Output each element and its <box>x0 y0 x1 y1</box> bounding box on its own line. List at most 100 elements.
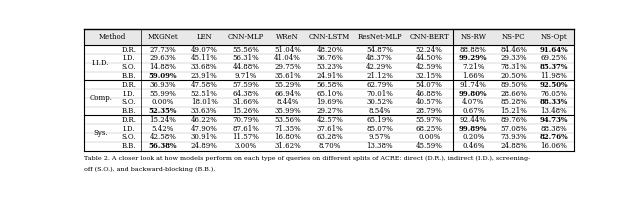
Text: 5.42%: 5.42% <box>152 125 174 133</box>
Text: 7.21%: 7.21% <box>462 63 484 71</box>
Text: 16.06%: 16.06% <box>540 142 567 150</box>
Text: 47.90%: 47.90% <box>191 125 218 133</box>
Text: 55.29%: 55.29% <box>274 81 301 89</box>
Text: 73.93%: 73.93% <box>500 133 527 141</box>
Text: 55.56%: 55.56% <box>232 46 259 54</box>
Text: 29.75%: 29.75% <box>274 63 301 71</box>
Text: 46.22%: 46.22% <box>191 116 218 124</box>
Text: 53.56%: 53.56% <box>275 116 301 124</box>
Text: 44.88%: 44.88% <box>232 63 259 71</box>
Bar <box>84 29 573 45</box>
Text: 3.00%: 3.00% <box>235 142 257 150</box>
Text: 54.07%: 54.07% <box>416 81 443 89</box>
Text: 47.58%: 47.58% <box>191 81 218 89</box>
Text: 29.27%: 29.27% <box>316 107 343 115</box>
Text: 65.10%: 65.10% <box>316 90 343 98</box>
Text: 18.01%: 18.01% <box>191 98 218 106</box>
Text: 33.63%: 33.63% <box>191 107 218 115</box>
Text: 49.07%: 49.07% <box>191 46 218 54</box>
Text: 85.28%: 85.28% <box>500 98 527 106</box>
Text: 42.58%: 42.58% <box>150 133 177 141</box>
Text: 88.88%: 88.88% <box>460 46 487 54</box>
Text: 30.91%: 30.91% <box>191 133 218 141</box>
Text: 87.61%: 87.61% <box>232 125 259 133</box>
Text: 70.01%: 70.01% <box>366 90 393 98</box>
Text: 20.50%: 20.50% <box>500 72 527 80</box>
Text: 0.20%: 0.20% <box>462 133 484 141</box>
Text: 32.15%: 32.15% <box>416 72 443 80</box>
Text: Comp.: Comp. <box>89 94 112 102</box>
Text: 42.29%: 42.29% <box>366 63 393 71</box>
Text: 40.57%: 40.57% <box>416 98 443 106</box>
Text: 8.54%: 8.54% <box>368 107 390 115</box>
Text: 88.38%: 88.38% <box>540 125 567 133</box>
Text: MXGNet: MXGNet <box>148 33 179 41</box>
Text: 99.80%: 99.80% <box>459 90 488 98</box>
Text: 36.93%: 36.93% <box>150 81 176 89</box>
Text: 63.28%: 63.28% <box>316 133 343 141</box>
Text: 36.76%: 36.76% <box>316 54 343 62</box>
Text: 45.59%: 45.59% <box>416 142 443 150</box>
Text: B.B.: B.B. <box>122 107 136 115</box>
Text: NS-Opt: NS-Opt <box>540 33 567 41</box>
Text: 52.24%: 52.24% <box>416 46 443 54</box>
Text: LEN: LEN <box>196 33 212 41</box>
Text: 29.63%: 29.63% <box>150 54 177 62</box>
Text: I.D.: I.D. <box>123 54 135 62</box>
Text: 82.76%: 82.76% <box>540 133 568 141</box>
Text: 55.97%: 55.97% <box>416 116 443 124</box>
Text: 30.52%: 30.52% <box>366 98 393 106</box>
Text: 84.46%: 84.46% <box>500 46 527 54</box>
Text: 28.66%: 28.66% <box>500 90 527 98</box>
Text: 27.73%: 27.73% <box>150 46 177 54</box>
Text: 21.12%: 21.12% <box>366 72 393 80</box>
Text: 44.50%: 44.50% <box>416 54 443 62</box>
Text: 15.21%: 15.21% <box>500 107 527 115</box>
Text: 15.26%: 15.26% <box>232 107 259 115</box>
Text: 28.79%: 28.79% <box>416 107 443 115</box>
Text: 89.50%: 89.50% <box>500 81 527 89</box>
Text: B.B.: B.B. <box>122 72 136 80</box>
Text: 71.35%: 71.35% <box>275 125 301 133</box>
Text: 8.44%: 8.44% <box>276 98 299 106</box>
Text: I.D.: I.D. <box>123 125 135 133</box>
Text: 41.04%: 41.04% <box>274 54 301 62</box>
Text: 66.94%: 66.94% <box>274 90 301 98</box>
Text: 92.50%: 92.50% <box>540 81 568 89</box>
Text: 59.09%: 59.09% <box>148 72 177 80</box>
Text: 24.89%: 24.89% <box>191 142 218 150</box>
Text: 9.57%: 9.57% <box>368 133 390 141</box>
Text: 14.88%: 14.88% <box>150 63 177 71</box>
Text: 42.57%: 42.57% <box>316 116 343 124</box>
Text: 0.00%: 0.00% <box>152 98 174 106</box>
Text: 64.38%: 64.38% <box>232 90 259 98</box>
Text: 68.25%: 68.25% <box>416 125 443 133</box>
Text: 11.98%: 11.98% <box>540 72 567 80</box>
Text: D.R.: D.R. <box>122 116 136 124</box>
Text: 91.64%: 91.64% <box>540 46 568 54</box>
Text: 31.62%: 31.62% <box>275 142 301 150</box>
Text: 0.00%: 0.00% <box>418 133 440 141</box>
Text: 76.05%: 76.05% <box>540 90 567 98</box>
Text: 15.24%: 15.24% <box>150 116 177 124</box>
Text: 85.37%: 85.37% <box>540 63 568 71</box>
Text: 4.07%: 4.07% <box>462 98 484 106</box>
Text: 45.11%: 45.11% <box>191 54 218 62</box>
Text: 9.71%: 9.71% <box>235 72 257 80</box>
Text: Sys.: Sys. <box>93 129 108 137</box>
Text: I.D.: I.D. <box>123 90 135 98</box>
Text: CNN-BERT: CNN-BERT <box>410 33 449 41</box>
Text: 99.29%: 99.29% <box>459 54 488 62</box>
Text: 35.61%: 35.61% <box>275 72 301 80</box>
Text: Table 2. A closer look at how models perform on each type of queries on differen: Table 2. A closer look at how models per… <box>84 156 530 161</box>
Text: ResNet-MLP: ResNet-MLP <box>357 33 402 41</box>
Text: 37.61%: 37.61% <box>316 125 343 133</box>
Text: 92.44%: 92.44% <box>460 116 487 124</box>
Text: 51.04%: 51.04% <box>274 46 301 54</box>
Text: D.R.: D.R. <box>122 81 136 89</box>
Text: 56.58%: 56.58% <box>316 81 343 89</box>
Text: S.O.: S.O. <box>122 63 136 71</box>
Text: 24.88%: 24.88% <box>500 142 527 150</box>
Text: Method: Method <box>99 33 126 41</box>
Text: 56.31%: 56.31% <box>232 54 259 62</box>
